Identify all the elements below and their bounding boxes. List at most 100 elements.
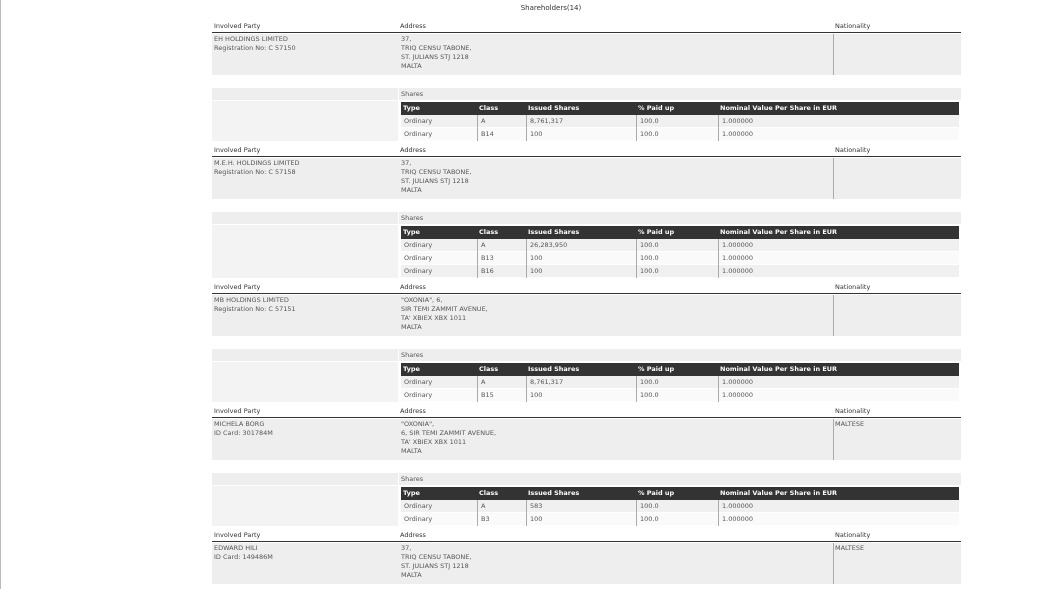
share-cell: Ordinary <box>404 378 433 386</box>
column-header: Type <box>403 365 420 373</box>
address-line: TRIQ CENSU TABONE, <box>401 44 472 52</box>
table-head <box>401 363 959 376</box>
share-row <box>401 115 959 128</box>
address-label: Address <box>400 407 426 415</box>
share-cell: 1.000000 <box>718 115 959 128</box>
table-head <box>401 102 959 115</box>
party-id: Registration No: C 57151 <box>214 305 296 313</box>
address-line: ST. JULIANS STJ 1218 <box>401 53 469 61</box>
share-cell: 100 <box>526 265 636 278</box>
party-id: ID Card: 301784M <box>214 429 273 437</box>
column-header: Type <box>403 228 420 236</box>
share-cell: 1.000000 <box>718 239 959 252</box>
address-line: ST. JULIANS STJ 1218 <box>401 177 469 185</box>
nationality-label: Nationality <box>835 283 871 291</box>
column-header: Class <box>479 489 499 497</box>
share-cell: 1.000000 <box>718 376 959 389</box>
nationality-label: Nationality <box>835 22 871 30</box>
share-cell: Ordinary <box>404 267 433 275</box>
share-cell: B3 <box>477 513 526 526</box>
share-cell: 1.000000 <box>718 128 959 141</box>
left-band <box>212 101 398 141</box>
column-header: Type <box>403 104 420 112</box>
party-row <box>212 295 961 336</box>
column-header: % Paid up <box>638 104 675 112</box>
share-cell: Ordinary <box>404 391 433 399</box>
spacer-band <box>212 473 398 485</box>
table-head <box>401 226 959 239</box>
nationality-label: Nationality <box>835 407 871 415</box>
share-cell: 100.0 <box>636 265 718 278</box>
header-rule <box>212 417 961 418</box>
party-id: Registration No: C 57158 <box>214 168 296 176</box>
shares-band <box>399 212 961 224</box>
party-name: MICHELA BORG <box>214 420 265 428</box>
share-cell: 100 <box>526 389 636 402</box>
column-header: Type <box>403 489 420 497</box>
column-header: Class <box>479 104 499 112</box>
share-cell: 583 <box>526 500 636 513</box>
share-cell: 100 <box>526 513 636 526</box>
share-cell: 100 <box>526 252 636 265</box>
share-row <box>401 376 959 389</box>
share-cell: 100 <box>526 128 636 141</box>
nationality-label: Nationality <box>835 146 871 154</box>
share-cell: 100.0 <box>636 239 718 252</box>
shares-band <box>399 88 961 100</box>
party-label: Involved Party <box>214 146 261 154</box>
share-cell: 100.0 <box>636 389 718 402</box>
party-label: Involved Party <box>214 531 261 539</box>
column-header: % Paid up <box>638 365 675 373</box>
party-row <box>212 34 961 75</box>
share-cell: A <box>477 115 526 128</box>
share-cell: A <box>477 376 526 389</box>
share-cell: 100.0 <box>636 115 718 128</box>
share-cell: 1.000000 <box>718 252 959 265</box>
share-row <box>401 513 959 526</box>
share-cell: Ordinary <box>404 254 433 262</box>
share-cell: 1.000000 <box>718 513 959 526</box>
column-header: Issued Shares <box>528 489 580 497</box>
address-line: "OXONIA", <box>401 420 435 428</box>
address-line: MALTA <box>401 447 422 455</box>
share-cell: Ordinary <box>404 130 433 138</box>
address-line: "OXONIA", 6, <box>401 296 443 304</box>
shares-label: Shares <box>401 351 424 359</box>
share-cell: 1.000000 <box>718 265 959 278</box>
share-cell: 100.0 <box>636 128 718 141</box>
address-line: TA' XBIEX XBX 1011 <box>401 438 467 446</box>
column-header: Issued Shares <box>528 104 580 112</box>
share-row <box>401 128 959 141</box>
address-line: MALTA <box>401 62 422 70</box>
spacer-band <box>212 88 398 100</box>
header-rule <box>212 541 961 542</box>
share-cell: B14 <box>477 128 526 141</box>
column-header: % Paid up <box>638 489 675 497</box>
share-row <box>401 239 959 252</box>
party-id: Registration No: C 57150 <box>214 44 296 52</box>
address-label: Address <box>400 22 426 30</box>
address-line: 37, <box>401 544 412 552</box>
address-line: 37, <box>401 35 412 43</box>
nationality-divider <box>833 158 834 199</box>
party-id: ID Card: 149486M <box>214 553 273 561</box>
column-header: Nominal Value Per Share in EUR <box>720 104 838 112</box>
address-line: ST. JULIANS STJ 1218 <box>401 562 469 570</box>
share-cell: B15 <box>477 389 526 402</box>
column-header: Class <box>479 365 499 373</box>
share-cell: Ordinary <box>404 515 433 523</box>
shares-band <box>399 349 961 361</box>
share-cell: B16 <box>477 265 526 278</box>
share-cell: 100.0 <box>636 513 718 526</box>
column-header: Class <box>479 228 499 236</box>
address-line: MALTA <box>401 186 422 194</box>
party-name: EDWARD HILI <box>214 544 258 552</box>
address-label: Address <box>400 146 426 154</box>
share-cell: B13 <box>477 252 526 265</box>
column-header: % Paid up <box>638 228 675 236</box>
address-line: TRIQ CENSU TABONE, <box>401 168 472 176</box>
page-title: Shareholders(14) <box>520 4 582 12</box>
table-head <box>401 487 959 500</box>
shares-band <box>399 473 961 485</box>
column-header: Nominal Value Per Share in EUR <box>720 365 838 373</box>
